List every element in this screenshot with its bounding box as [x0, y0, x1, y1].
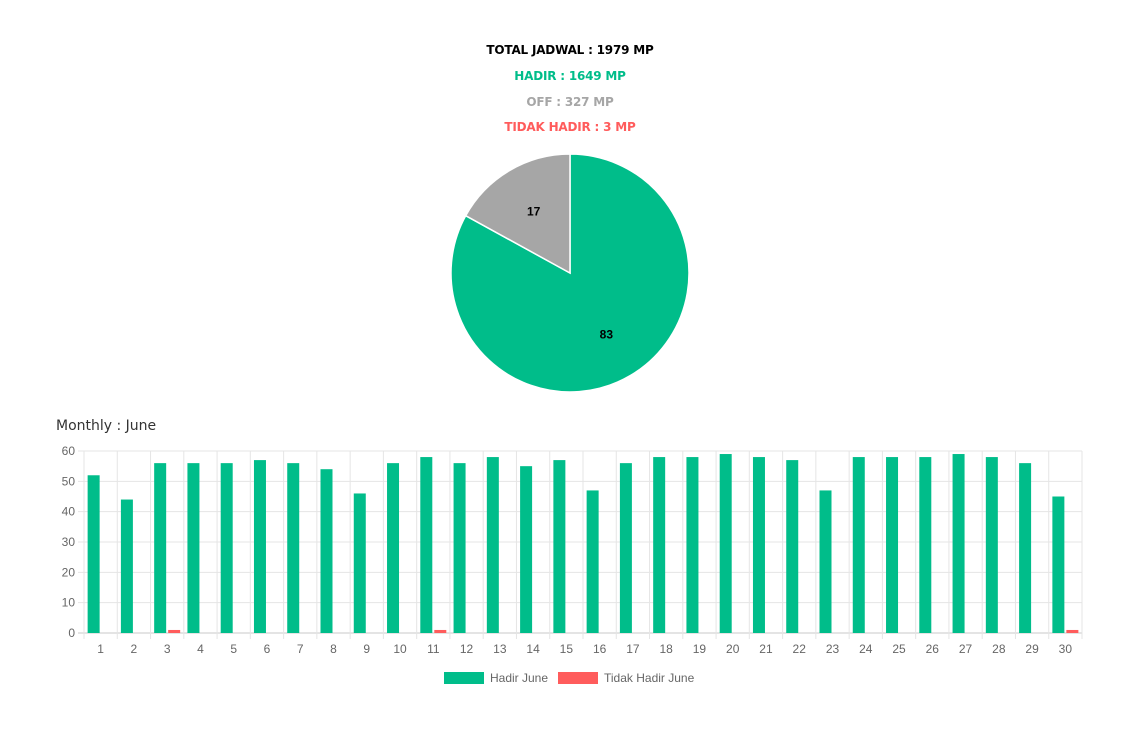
x-tick-label: 21 [759, 642, 773, 656]
bar-hadir[interactable] [852, 457, 865, 633]
bar-tidak-hadir[interactable] [168, 629, 181, 633]
x-tick-label: 6 [264, 642, 271, 656]
bar-hadir[interactable] [553, 460, 566, 633]
bar-hadir[interactable] [752, 457, 765, 633]
x-tick-label: 12 [460, 642, 474, 656]
bar-hadir[interactable] [420, 457, 433, 633]
x-tick-label: 16 [593, 642, 607, 656]
y-tick-label: 50 [62, 474, 76, 488]
bar-hadir[interactable] [486, 457, 499, 633]
x-tick-label: 7 [297, 642, 304, 656]
x-tick-label: 22 [793, 642, 807, 656]
bar-hadir[interactable] [819, 490, 832, 633]
x-tick-label: 4 [197, 642, 204, 656]
bar-hadir[interactable] [919, 457, 932, 633]
y-tick-label: 30 [62, 535, 76, 549]
total-jadwal-label: TOTAL JADWAL : 1979 MP [486, 43, 654, 57]
bar-hadir[interactable] [686, 457, 699, 633]
y-tick-label: 40 [62, 505, 76, 519]
y-tick-label: 60 [62, 444, 76, 458]
tidak-hadir-label: TIDAK HADIR : 3 MP [504, 120, 636, 134]
x-tick-label: 2 [131, 642, 138, 656]
x-tick-label: 9 [363, 642, 370, 656]
bar-hadir[interactable] [520, 466, 533, 633]
pie-label-off: 17 [527, 205, 541, 219]
bar-hadir[interactable] [653, 457, 666, 633]
legend-label-hadir: Hadir June [490, 671, 549, 685]
bar-tidak-hadir[interactable] [434, 629, 447, 633]
x-tick-label: 5 [230, 642, 237, 656]
bar-tidak-hadir[interactable] [1066, 629, 1079, 633]
x-tick-label: 10 [393, 642, 407, 656]
hadir-label: HADIR : 1649 MP [514, 69, 626, 83]
bar-hadir[interactable] [952, 454, 965, 633]
bar-hadir[interactable] [453, 463, 466, 633]
off-label: OFF : 327 MP [526, 95, 614, 109]
x-tick-label: 15 [560, 642, 574, 656]
bar-hadir[interactable] [619, 463, 632, 633]
bar-hadir[interactable] [387, 463, 400, 633]
x-tick-label: 1 [97, 642, 104, 656]
pie-slice-off[interactable] [464, 153, 571, 275]
x-tick-label: 19 [693, 642, 707, 656]
legend-swatch-tidak-hadir [558, 672, 598, 684]
pie-label-hadir: 83 [600, 327, 614, 341]
legend-swatch-hadir [444, 672, 484, 684]
bar-hadir[interactable] [586, 490, 599, 633]
bar-hadir[interactable] [786, 460, 799, 633]
x-tick-label: 3 [164, 642, 171, 656]
legend-label-tidak-hadir: Tidak Hadir June [604, 671, 695, 685]
bar-hadir[interactable] [253, 460, 266, 633]
bar-hadir[interactable] [1019, 463, 1032, 633]
bar-hadir[interactable] [719, 454, 732, 633]
bar-hadir[interactable] [886, 457, 899, 633]
bar-hadir[interactable] [220, 463, 233, 633]
bar-hadir[interactable] [287, 463, 300, 633]
bar-hadir[interactable] [1052, 496, 1065, 634]
x-tick-label: 13 [493, 642, 507, 656]
y-tick-label: 10 [62, 596, 76, 610]
legend-item-hadir[interactable]: Hadir June [444, 670, 548, 686]
bar-hadir[interactable] [154, 463, 167, 633]
x-tick-label: 25 [892, 642, 906, 656]
x-tick-label: 26 [926, 642, 940, 656]
bar-hadir[interactable] [87, 475, 100, 633]
x-tick-label: 8 [330, 642, 337, 656]
x-tick-label: 23 [826, 642, 840, 656]
x-tick-label: 14 [526, 642, 540, 656]
bar-hadir[interactable] [187, 463, 200, 633]
x-tick-label: 20 [726, 642, 740, 656]
x-tick-label: 11 [427, 642, 440, 656]
x-tick-label: 27 [959, 642, 973, 656]
y-tick-label: 20 [62, 565, 76, 579]
bar-hadir[interactable] [120, 499, 133, 633]
legend-item-tidak-hadir[interactable]: Tidak Hadir June [558, 670, 694, 686]
y-tick-label: 0 [68, 626, 75, 640]
x-tick-label: 28 [992, 642, 1006, 656]
x-tick-label: 30 [1059, 642, 1073, 656]
bar-hadir[interactable] [985, 457, 998, 633]
x-tick-label: 18 [659, 642, 673, 656]
attendance-pie-chart: 83 17 [450, 153, 690, 393]
monthly-chart-title: Monthly : June [56, 418, 157, 434]
x-tick-label: 17 [626, 642, 640, 656]
x-tick-label: 24 [859, 642, 873, 656]
x-tick-label: 29 [1025, 642, 1039, 656]
bar-hadir[interactable] [320, 469, 333, 633]
bar-hadir[interactable] [353, 493, 366, 633]
